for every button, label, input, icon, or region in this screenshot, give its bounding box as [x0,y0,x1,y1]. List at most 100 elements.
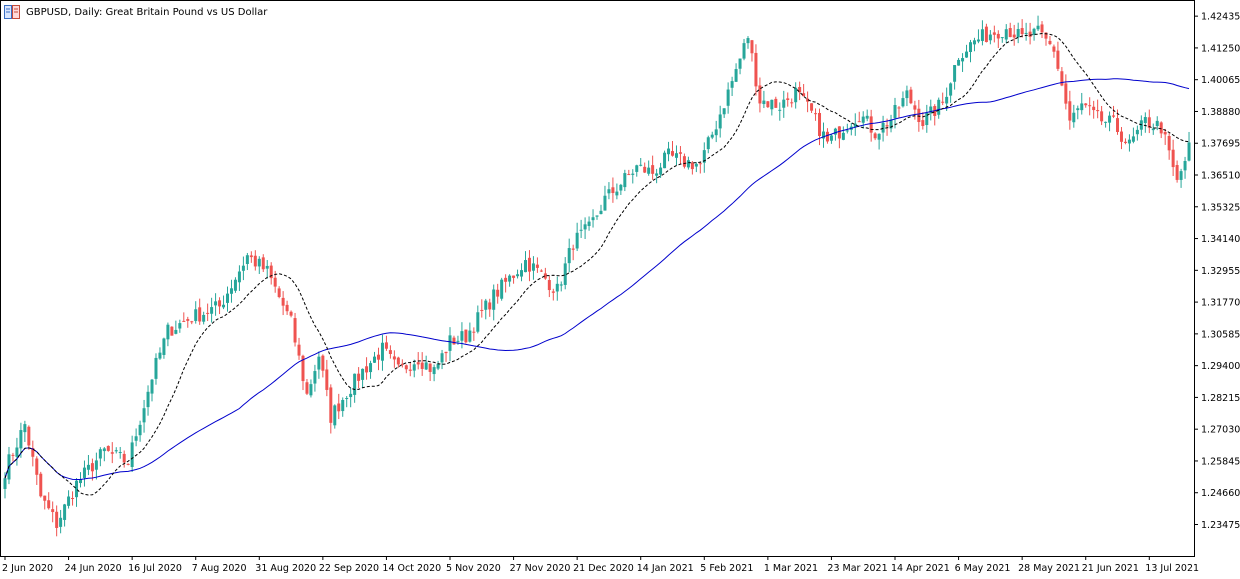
candle-bear [1048,40,1052,45]
candle-bull [19,430,23,449]
candle-bull [1004,29,1008,40]
candle-bear [472,331,476,333]
candle-bull [214,301,218,306]
candle-bull [1016,29,1020,38]
candle-bear [1116,118,1120,132]
candle-bull [1143,117,1147,124]
candle-bear [365,366,369,373]
candle-bull [373,356,377,363]
candle-bear [627,174,631,176]
y-tick-label: 1.41250 [1201,43,1240,54]
x-tick-label: 16 Jul 2020 [128,563,182,574]
candle-bear [873,133,877,139]
candle-bear [825,131,829,142]
candle-bull [114,450,118,452]
candle-bull [78,479,82,484]
candle-bull [456,340,460,342]
candle-bear [909,89,913,104]
candle-bear [527,257,531,272]
candle-bear [539,270,543,272]
candle-bull [674,153,678,158]
candle-bull [353,373,357,395]
candle-bull [237,271,241,283]
candle-bear [289,311,293,316]
candle-bull [953,65,957,82]
candle-bull [702,150,706,163]
candle-bull [659,167,663,175]
candle-bull [988,34,992,41]
candle-bull [647,167,651,174]
candle-bull [265,265,269,269]
candle-bull [222,304,226,308]
candle-bull [603,195,607,211]
candle-bear [1119,131,1123,142]
candle-bull [925,112,929,126]
candle-bull [508,275,512,282]
candle-bear [408,369,412,371]
candle-bull [567,248,571,264]
candle-bull [23,424,27,433]
candle-bull [1080,103,1084,111]
x-tick-label: 28 May 2021 [1018,563,1080,574]
candle-bear [698,163,702,165]
chart-title: GBPUSD, Daily: Great Britain Pound vs US… [26,6,268,18]
x-tick-label: 14 Oct 2020 [382,563,441,574]
candle-bull [583,224,587,230]
candle-bull [730,81,734,88]
candle-bull [162,338,166,355]
y-tick-label: 1.30585 [1201,329,1240,340]
candle-bear [1056,50,1060,69]
candle-bear [671,151,675,156]
candle-bear [218,300,222,307]
candle-bull [142,408,146,423]
candle-bull [841,132,845,140]
candle-bear [810,103,814,111]
y-tick-label: 1.24660 [1201,488,1240,499]
candle-bear [249,255,253,258]
candle-bear [543,273,547,279]
candle-bear [1100,111,1104,122]
time-axis: 2 Jun 2020 24 Jun 2020 16 Jul 2020 7 Aug 20… [2,556,1199,574]
candle-bear [293,318,297,343]
y-tick-label: 1.42435 [1201,12,1240,23]
x-tick-label: 27 Nov 2020 [510,563,571,574]
candle-bear [444,351,448,354]
x-tick-label: 5 Feb 2021 [700,563,753,574]
candle-bull [492,289,496,310]
candle-bear [277,288,281,298]
candles-group [3,15,1191,537]
candle-bear [51,509,55,513]
x-tick-label: 21 Dec 2020 [573,563,634,574]
candle-bull [710,134,714,138]
candle-bull [949,83,953,96]
chart-type-icon[interactable] [4,5,20,19]
candle-bear [869,116,873,133]
candle-bear [1008,28,1012,38]
candle-bull [130,442,134,467]
candle-bear [1159,122,1163,134]
candle-bear [43,495,47,501]
candle-bull [619,184,623,191]
y-tick-label: 1.37695 [1201,139,1240,150]
candle-bear [917,108,921,123]
candle-bull [663,152,667,169]
candle-bull [976,39,980,42]
candle-bear [253,255,257,267]
candle-bear [1147,117,1151,128]
candle-bull [146,391,150,408]
candle-bear [766,101,770,108]
candle-bull [86,464,90,470]
candle-bull [98,449,102,459]
candle-bull [595,215,599,217]
candle-bull [309,384,313,396]
candle-bear [198,307,202,322]
candle-bear [750,40,754,54]
candle-bear [1088,105,1092,107]
x-tick-label: 31 Aug 2020 [255,563,316,574]
candle-bear [452,337,456,345]
candle-bear [47,500,51,509]
candle-bear [1052,46,1056,52]
candle-bull [15,447,19,457]
